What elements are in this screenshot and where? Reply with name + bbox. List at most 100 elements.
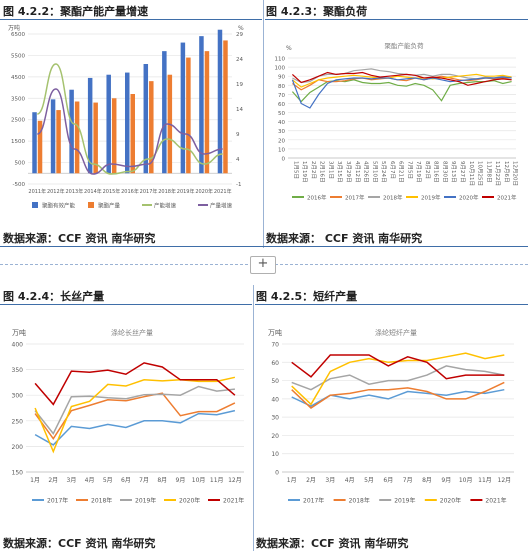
chart1-svg: 万吨 % -500 500 1500 2500 3500 4500 5500 6500 -1 4 9 14… — [8, 24, 244, 210]
bar-聚酯有效产能 — [50, 99, 56, 174]
y-tick-label: 40 — [278, 120, 285, 126]
bar-聚酯有效产能 — [125, 72, 130, 174]
y-tick-label: 40 — [271, 396, 279, 403]
x-tick-label: 11月8日 — [485, 161, 492, 183]
x-tick-label: 6月21日 — [398, 161, 405, 183]
legend-label: 2021年 — [497, 194, 517, 202]
legend-label: 2019年 — [135, 497, 156, 505]
bar-聚酯产量 — [93, 102, 98, 174]
x-tick-label: 6月 — [121, 477, 131, 484]
series-line-2017年 — [292, 75, 512, 91]
x-tick-label: 8月16日 — [433, 161, 440, 183]
y-tick-label-left: 3500 — [11, 96, 25, 102]
x-tick-label: 6月7日 — [389, 161, 396, 179]
x-tick-label: 12月6日 — [503, 161, 510, 183]
series-line-2021年 — [291, 354, 505, 380]
y-tick-label: 30 — [271, 415, 279, 422]
unit-label: 万吨 — [268, 328, 282, 337]
x-tick-label: 2014年 — [84, 188, 102, 195]
y-tick-label: 10 — [271, 451, 279, 458]
y-tick-label-left: 500 — [15, 161, 26, 167]
x-tick-label: 7月 — [403, 477, 413, 484]
bar-聚酯有效产能 — [180, 42, 186, 174]
x-tick-label: 11月22日 — [494, 161, 501, 186]
x-tick-label: 2019年 — [177, 188, 195, 195]
legend-label: 2020年 — [440, 497, 461, 505]
legend-label: 2018年 — [349, 497, 370, 505]
y-tick-label: 70 — [278, 93, 285, 99]
legend-label: 2018年 — [383, 194, 403, 202]
x-tick-label: 11月 — [478, 477, 492, 484]
y-tick-label: 100 — [275, 66, 286, 72]
x-tick-label: 2月 — [48, 477, 58, 484]
x-tick-label: 10月11日 — [468, 161, 475, 186]
bar-聚酯产量 — [149, 81, 154, 174]
x-tick-label: 3月15日 — [336, 161, 343, 183]
y-tick-label: 80 — [278, 84, 285, 90]
x-tick-label: 4月12日 — [354, 161, 361, 183]
y-tick-label-right: 4 — [236, 157, 240, 163]
legend-label: 2019年 — [421, 194, 441, 202]
chart2-svg: % 聚酯产能负荷 0 10 20 30 40 50 60 70 80 90 100 110 1月5日 1月19… — [275, 41, 519, 202]
legend-label: 2017年 — [303, 497, 324, 505]
x-tick-label: 1月19日 — [301, 161, 308, 183]
y-tick-label: 400 — [12, 342, 24, 349]
x-tick-label: 1月 — [30, 477, 40, 484]
x-tick-label: 4月 — [345, 477, 355, 484]
left-unit-label: 万吨 — [8, 24, 20, 32]
series-line-2018年 — [291, 381, 505, 409]
x-tick-label: 12月 — [228, 477, 242, 484]
x-tick-label: 2月2日 — [310, 161, 317, 179]
legend-label: 2017年 — [345, 194, 365, 202]
legend-label: 产能增速 — [154, 202, 177, 210]
x-tick-label: 10月 — [192, 477, 206, 484]
fig2-title: 图 4.2.3：聚酯负荷 — [266, 5, 368, 18]
bar-聚酯产量 — [130, 94, 135, 174]
x-tick-label: 5月10日 — [371, 161, 378, 183]
legend-label: 2017年 — [47, 497, 68, 505]
series-line-2020年 — [34, 376, 236, 454]
x-tick-label: 2017年 — [140, 188, 158, 195]
fig3-title: 图 4.2.4：长丝产量 — [3, 290, 105, 303]
y-tick-label: 150 — [12, 470, 24, 477]
series-line-2017年 — [291, 388, 505, 408]
series-line-2021年 — [34, 362, 236, 406]
x-tick-label: 11月 — [210, 477, 224, 484]
y-tick-label: 300 — [12, 393, 24, 400]
x-tick-label: 7月 — [139, 477, 149, 484]
legend-label: 2020年 — [459, 194, 479, 202]
inner-title: 涤纶短纤产量 — [375, 328, 417, 337]
x-tick-label: 8月 — [157, 477, 167, 484]
x-tick-label: 2020年 — [195, 188, 213, 195]
legend-label: 产量增速 — [210, 202, 233, 210]
y-tick-label: 0 — [275, 470, 279, 477]
legend-label: 2016年 — [307, 194, 327, 202]
x-tick-label: 4月26日 — [363, 161, 370, 183]
y-tick-label-right: 9 — [236, 132, 240, 138]
series-line-2017年 — [34, 409, 236, 446]
y-tick-label: 110 — [275, 57, 286, 63]
x-tick-label: 3月29日 — [345, 161, 352, 183]
y-tick-label-left: 2500 — [11, 118, 25, 124]
x-tick-label: 9月13日 — [450, 161, 457, 183]
bar-聚酯产量 — [56, 110, 61, 174]
x-tick-label: 2011年 — [28, 188, 46, 195]
bar-聚酯有效产能 — [106, 74, 111, 174]
y-tick-label-right: 19 — [236, 82, 243, 88]
expand-button[interactable]: + — [250, 256, 276, 274]
legend-label: 2021年 — [485, 497, 506, 505]
y-tick-label: 10 — [278, 147, 285, 153]
x-tick-label: 8月2日 — [424, 161, 431, 179]
chart-staple-output: 万吨 涤纶短纤产量 0 10 20 30 40 50 60 70 1月 2月 3月 4月 5月 6月 7月 8月 9… — [258, 307, 524, 519]
fig1-title: 图 4.2.2：聚酯产能产量增速 — [3, 5, 149, 18]
series-line-产能增速 — [36, 63, 223, 175]
inner-title: 聚酯产能负荷 — [385, 41, 425, 50]
fig4-source: 数据来源：CCF 资讯 南华研究 — [256, 537, 409, 550]
x-tick-label: 2013年 — [65, 188, 83, 195]
legend-label: 2018年 — [91, 497, 112, 505]
legend-swatch — [32, 202, 38, 208]
x-tick-label: 4月 — [85, 477, 95, 484]
bar-聚酯有效产能 — [162, 51, 167, 174]
inner-title: 涤纶长丝产量 — [111, 328, 153, 337]
bar-聚酯有效产能 — [217, 29, 223, 174]
